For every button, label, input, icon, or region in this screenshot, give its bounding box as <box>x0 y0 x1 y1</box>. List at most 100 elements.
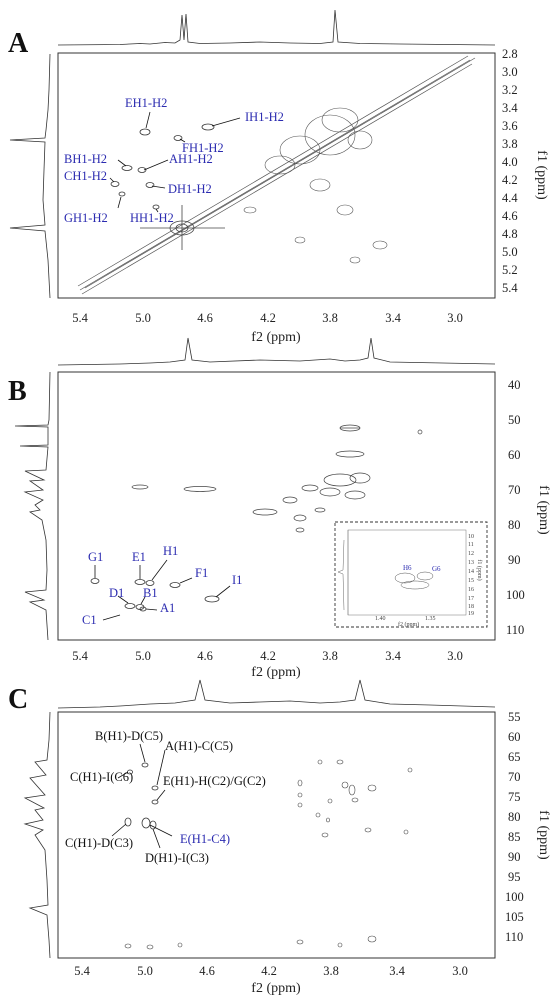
panel-c: C <box>8 679 550 996</box>
c-ytick-2: 65 <box>508 750 521 764</box>
a-ytick-10: 4.8 <box>502 227 518 241</box>
inset-xtick-1: 1.35 <box>425 616 436 622</box>
c-xtick-6: 3.0 <box>452 964 468 978</box>
peak-e-h1-h-c2 <box>151 799 159 805</box>
b-xtick-3: 4.2 <box>260 649 276 663</box>
peak-e1 <box>134 579 146 585</box>
c-xtick-1: 5.0 <box>137 964 153 978</box>
panel-a-left-projection <box>9 53 51 299</box>
inset-ytick-0: 10 <box>468 534 474 540</box>
ann-c-h1-i-c6: C(H1)-I(C6) <box>70 770 133 784</box>
a-ytick-2: 3.2 <box>502 83 518 97</box>
ann-bh1-h2: BH1-H2 <box>64 152 107 166</box>
ann-e-h1-c4: E(H1-C4) <box>180 832 230 846</box>
panel-a-x-ticks: 5.4 5.0 4.6 4.2 3.8 3.4 3.0 <box>72 311 463 325</box>
panel-b-peaks <box>90 578 220 612</box>
panel-a-peaks <box>110 123 215 210</box>
ann-e-h1-h-c2: E(H1)-H(C2)/G(C2) <box>163 774 266 788</box>
ann-d-h1-i-c3: D(H1)-I(C3) <box>145 851 209 865</box>
panel-a: A <box>8 9 549 345</box>
ann-b1: B1 <box>143 586 158 600</box>
panel-c-y-ticks: 55 60 65 70 75 80 85 90 95 100 105 110 <box>505 710 524 944</box>
c-ytick-0: 55 <box>508 710 521 724</box>
a-xtick-1: 5.0 <box>135 311 151 325</box>
ann-fh1-h2: FH1-H2 <box>182 141 224 155</box>
panel-b-x-ticks: 5.4 5.0 4.6 4.2 3.8 3.4 3.0 <box>72 649 463 663</box>
panel-c-x-ticks: 5.4 5.0 4.6 4.2 3.8 3.4 3.0 <box>74 964 468 978</box>
peak-bh1-h2 <box>121 165 133 171</box>
b-xtick-5: 3.4 <box>385 649 401 663</box>
a-ytick-6: 4.0 <box>502 155 518 169</box>
b-xtick-1: 5.0 <box>135 649 151 663</box>
a-xtick-0: 5.4 <box>72 311 88 325</box>
inset-label-h6: H6 <box>403 564 412 572</box>
peak-g1 <box>90 578 100 584</box>
c-ylabel: f1 (ppm) <box>536 810 550 860</box>
inset-ytick-4: 14 <box>468 569 474 575</box>
c-ytick-3: 70 <box>508 770 521 784</box>
panel-a-arrows <box>109 111 241 213</box>
c-xtick-2: 4.6 <box>199 964 215 978</box>
ann-ch1-h2: CH1-H2 <box>64 169 107 183</box>
panel-c-top-projection <box>57 679 496 709</box>
peak-ih1-h2 <box>201 123 215 131</box>
c-ytick-1: 60 <box>508 730 521 744</box>
panel-b-cluster <box>131 424 423 533</box>
peak-gh1-h2 <box>118 191 126 197</box>
ann-c1: C1 <box>82 613 97 627</box>
c-ytick-9: 100 <box>505 890 524 904</box>
inset-ytick-5: 15 <box>468 578 474 584</box>
b-ytick-3: 70 <box>508 483 521 497</box>
inset-ytick-9: 19 <box>468 611 474 617</box>
peak-ch1-h2 <box>110 181 120 187</box>
a-xtick-2: 4.6 <box>197 311 213 325</box>
ann-ih1-h2: IH1-H2 <box>245 110 284 124</box>
a-xtick-3: 4.2 <box>260 311 276 325</box>
a-ytick-0: 2.8 <box>502 47 518 61</box>
panel-b: B <box>8 337 550 680</box>
ann-f1: F1 <box>195 566 208 580</box>
inset-xtick-0: 1.40 <box>375 616 386 622</box>
peak-e-h1-c4 <box>141 817 151 829</box>
b-ytick-5: 90 <box>508 553 521 567</box>
a-ytick-11: 5.0 <box>502 245 518 259</box>
peak-a-h1-c-c5 <box>151 785 159 791</box>
c-ytick-7: 90 <box>508 850 521 864</box>
inset-ytick-2: 12 <box>468 551 474 557</box>
a-ytick-5: 3.8 <box>502 137 518 151</box>
b-xtick-4: 3.8 <box>322 649 338 663</box>
ann-i1: I1 <box>232 573 242 587</box>
panel-c-arrows <box>111 743 173 849</box>
b-xtick-2: 4.6 <box>197 649 213 663</box>
panel-a-plot-area <box>57 52 496 299</box>
ann-d1: D1 <box>109 586 124 600</box>
panel-c-label: C <box>8 684 28 715</box>
c-ytick-8: 95 <box>508 870 521 884</box>
panel-b-y-ticks: 40 50 60 70 80 90 100 110 <box>506 378 525 637</box>
c-ytick-10: 105 <box>505 910 524 924</box>
ann-ah1-h2: AH1-H2 <box>169 152 213 166</box>
panel-b-arrows <box>94 559 231 621</box>
b-xtick-0: 5.4 <box>72 649 88 663</box>
c-xtick-4: 3.8 <box>323 964 339 978</box>
a-ytick-13: 5.4 <box>502 281 518 295</box>
panel-b-inset: H6 G6 1.40 1.35 f2 (ppm) f1 (ppm) 10 11 … <box>334 521 488 628</box>
ann-g1: G1 <box>88 550 103 564</box>
a-xtick-6: 3.0 <box>447 311 463 325</box>
a-ytick-4: 3.6 <box>502 119 518 133</box>
ann-e1: E1 <box>132 550 146 564</box>
a-ytick-12: 5.2 <box>502 263 518 277</box>
b-ytick-6: 100 <box>506 588 525 602</box>
c-ytick-5: 80 <box>508 810 521 824</box>
b-xtick-6: 3.0 <box>447 649 463 663</box>
panel-c-cluster <box>124 759 413 950</box>
panel-b-plot-area <box>57 371 496 641</box>
panel-a-label: A <box>8 28 29 59</box>
inset-y-ticks: 10 11 12 13 14 15 16 17 18 19 <box>468 534 474 617</box>
c-xtick-0: 5.4 <box>74 964 90 978</box>
a-ytick-1: 3.0 <box>502 65 518 79</box>
panel-a-water-peak <box>140 205 225 250</box>
b-xlabel: f2 (ppm) <box>251 665 301 680</box>
c-ytick-4: 75 <box>508 790 521 804</box>
